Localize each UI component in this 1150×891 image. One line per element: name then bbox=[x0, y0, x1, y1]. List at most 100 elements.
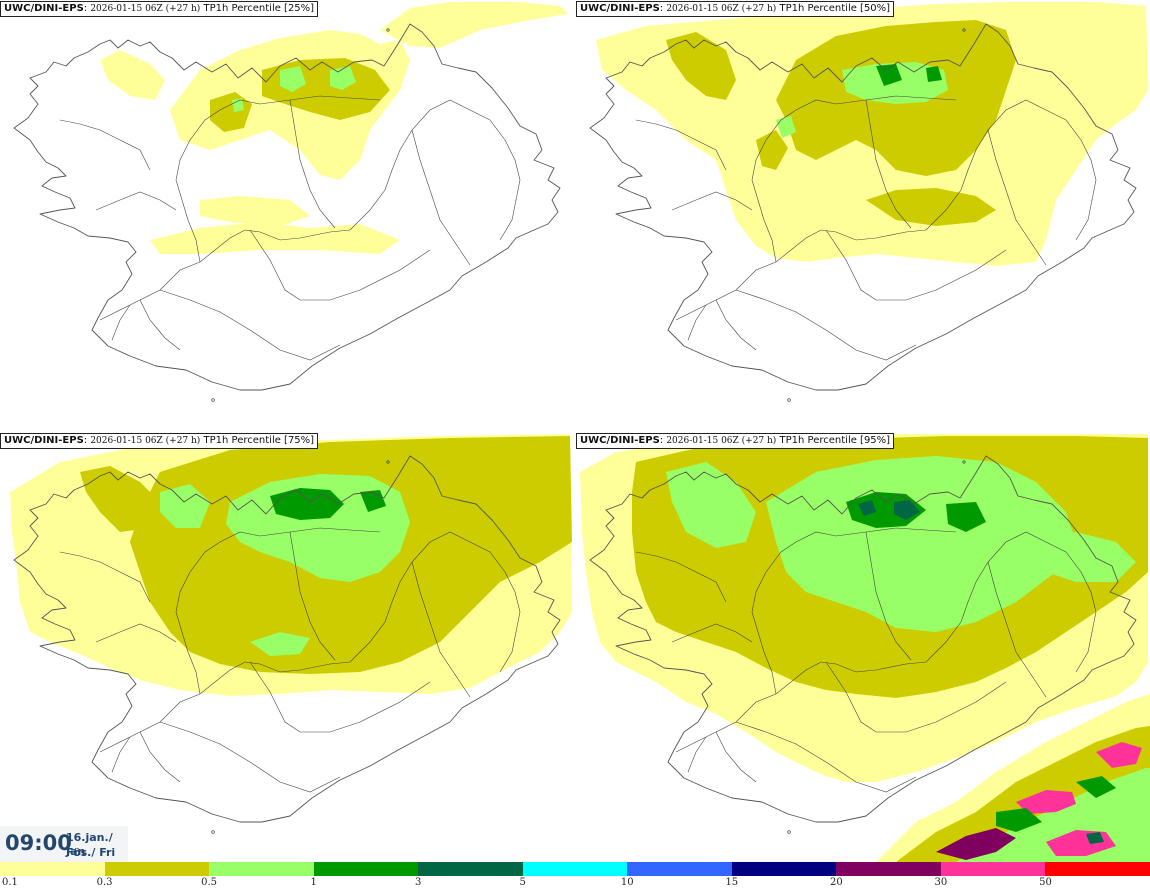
panel-title: UWC/DINI-EPS: 2026-01-15 06Z (+27 h) TP1… bbox=[576, 1, 895, 17]
run-info: 2026-01-15 06Z (+27 h) bbox=[90, 436, 201, 446]
island bbox=[211, 398, 215, 402]
road-line bbox=[925, 99, 1067, 231]
colorbar-swatch bbox=[1045, 862, 1150, 876]
road-line bbox=[987, 129, 1047, 266]
field-name: TP1h Percentile [50%] bbox=[779, 3, 891, 14]
road-line bbox=[289, 99, 336, 229]
island bbox=[386, 28, 390, 32]
colorbar-swatch bbox=[522, 862, 628, 876]
island bbox=[211, 830, 215, 834]
colorbar-swatch bbox=[313, 862, 419, 876]
colorbar-swatch bbox=[418, 862, 524, 876]
road-line bbox=[111, 299, 181, 351]
road-line bbox=[925, 531, 1067, 663]
colorbar-label: 20 bbox=[829, 877, 843, 888]
precip-contour bbox=[894, 500, 920, 520]
field-name: TP1h Percentile [25%] bbox=[203, 3, 315, 14]
run-info: 2026-01-15 06Z (+27 h) bbox=[666, 436, 777, 446]
precip-contour bbox=[666, 32, 736, 100]
precip-contour bbox=[1096, 742, 1142, 768]
precip-contour bbox=[1076, 776, 1116, 798]
road-line bbox=[687, 299, 757, 351]
road-line bbox=[111, 731, 181, 783]
precip-colorbar: 0.1 0.3 0.5 1 3 5 10 15 20 30 50 bbox=[0, 862, 1150, 891]
coastline bbox=[13, 23, 561, 391]
model-name: UWC/DINI-EPS bbox=[4, 435, 84, 446]
precip-contour bbox=[200, 196, 310, 226]
road-line bbox=[489, 551, 521, 673]
precip-contour bbox=[996, 808, 1042, 832]
road-line bbox=[175, 95, 381, 263]
map-panel-p50[interactable]: UWC/DINI-EPS: 2026-01-15 06Z (+27 h) TP1… bbox=[576, 0, 1150, 430]
precip-contour bbox=[380, 2, 568, 48]
colorbar-label: 0.3 bbox=[96, 877, 113, 888]
road-line bbox=[865, 531, 912, 661]
colorbar-label: 50 bbox=[1039, 877, 1052, 888]
precip-contour bbox=[80, 466, 160, 532]
panel-divider-horizontal bbox=[0, 430, 1150, 432]
colorbar-label: 15 bbox=[725, 877, 739, 888]
road-line bbox=[1065, 119, 1097, 241]
colorbar-label: 5 bbox=[519, 877, 526, 888]
road-line bbox=[865, 99, 912, 229]
coastline bbox=[589, 455, 1137, 823]
precip-contour bbox=[876, 64, 902, 86]
road-line bbox=[95, 191, 177, 211]
colorbar-label: 0.5 bbox=[201, 877, 218, 888]
map-panel-p95[interactable]: UWC/DINI-EPS: 2026-01-15 06Z (+27 h) TP1… bbox=[576, 432, 1150, 862]
island bbox=[962, 460, 966, 464]
road-line bbox=[635, 551, 727, 603]
map-panel-p75[interactable]: UWC/DINI-EPS: 2026-01-15 06Z (+27 h) TP1… bbox=[0, 432, 574, 862]
coastline bbox=[589, 23, 1137, 391]
colorbar-swatch bbox=[731, 862, 837, 876]
road-line bbox=[59, 551, 151, 603]
precip-contour bbox=[776, 116, 796, 138]
road-line bbox=[987, 561, 1047, 698]
road-line bbox=[489, 119, 521, 241]
road-line bbox=[825, 229, 1007, 301]
road-line bbox=[159, 721, 341, 793]
colorbar-label: 0.1 bbox=[2, 877, 18, 888]
island bbox=[386, 460, 390, 464]
colorbar-swatch bbox=[836, 862, 942, 876]
precip-contour bbox=[866, 188, 996, 226]
precip-contour bbox=[936, 828, 1016, 860]
road-line bbox=[671, 623, 753, 643]
precip-contour bbox=[250, 632, 310, 656]
precip-contour bbox=[1036, 532, 1136, 582]
road-line bbox=[411, 561, 471, 698]
road-line bbox=[249, 229, 431, 301]
road-line bbox=[59, 119, 151, 171]
map-panel-p25[interactable]: UWC/DINI-EPS: 2026-01-15 06Z (+27 h) TP1… bbox=[0, 0, 574, 430]
valid-time-box: 09:00 16.jan./ Jan Fös./ Fri bbox=[0, 826, 128, 862]
colorbar-label: 1 bbox=[310, 877, 317, 888]
precip-contour bbox=[232, 98, 244, 112]
run-info: 2026-01-15 06Z (+27 h) bbox=[90, 4, 201, 14]
colorbar-label: 10 bbox=[620, 877, 634, 888]
road-line bbox=[751, 527, 957, 695]
island bbox=[787, 830, 791, 834]
precip-contour bbox=[842, 62, 948, 104]
road-line bbox=[159, 289, 341, 361]
colorbar-label: 3 bbox=[414, 877, 422, 888]
road-line bbox=[671, 191, 753, 211]
field-name: TP1h Percentile [95%] bbox=[779, 435, 891, 446]
road-line bbox=[825, 661, 1007, 733]
precip-map-p75 bbox=[10, 434, 572, 834]
road-line bbox=[95, 623, 177, 643]
island bbox=[962, 28, 966, 32]
precip-contour bbox=[1016, 790, 1076, 814]
precip-contour bbox=[858, 500, 876, 516]
precip-contour bbox=[330, 66, 356, 90]
colorbar-swatch bbox=[627, 862, 733, 876]
precip-contour bbox=[766, 456, 1076, 632]
road-line bbox=[687, 731, 757, 783]
precip-contour bbox=[926, 66, 942, 82]
precip-contour bbox=[100, 50, 165, 100]
colorbar-swatch bbox=[104, 862, 210, 876]
precip-map-p25 bbox=[13, 2, 568, 402]
model-name: UWC/DINI-EPS bbox=[580, 3, 660, 14]
precip-contour bbox=[1086, 832, 1104, 844]
road-line bbox=[735, 289, 917, 361]
panel-title: UWC/DINI-EPS: 2026-01-15 06Z (+27 h) TP1… bbox=[0, 1, 319, 17]
